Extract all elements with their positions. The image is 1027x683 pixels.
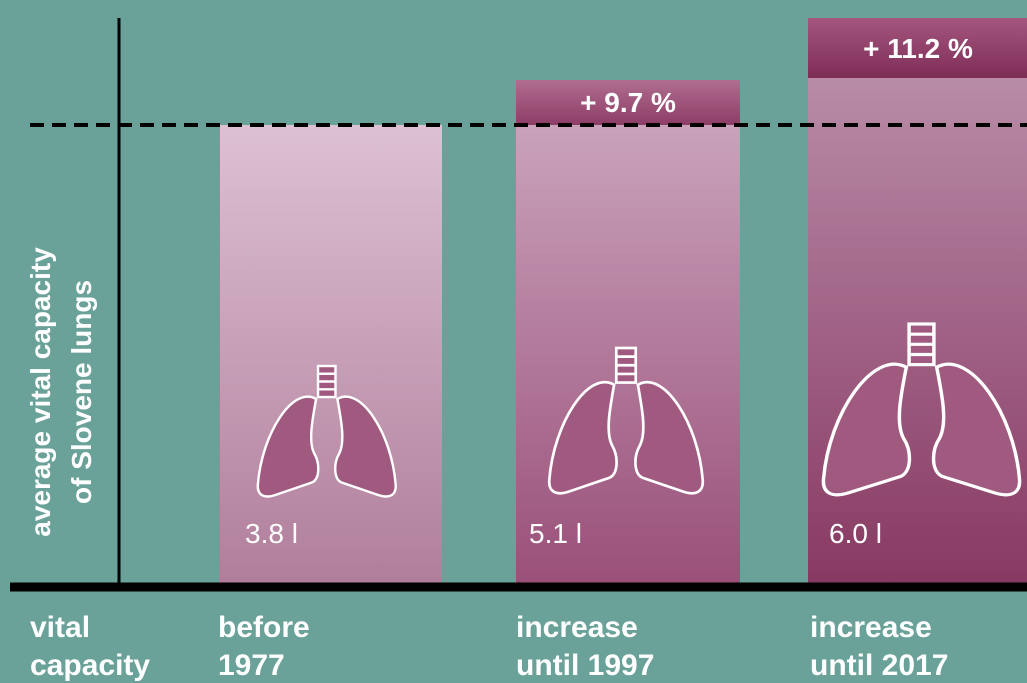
y-axis-label: of Slovene lungs [66, 280, 97, 504]
increase-label: + 9.7 % [580, 87, 676, 118]
column-label: increase [516, 611, 638, 644]
value-label: 5.1 l [529, 518, 582, 549]
column-label: 1977 [218, 649, 285, 682]
increase-label: + 11.2 % [863, 33, 973, 64]
column-label: until 2017 [810, 649, 948, 682]
x-axis-label: vital [30, 611, 90, 644]
value-label: 3.8 l [245, 518, 298, 549]
increase-segment [516, 80, 740, 125]
increase-segment [808, 18, 1027, 78]
x-axis-label: capacity [30, 649, 150, 682]
bar [220, 125, 442, 583]
column-label: before [218, 611, 310, 644]
value-label: 6.0 l [829, 518, 882, 549]
y-axis-label: average vital capacity [25, 247, 56, 537]
column-label: until 1997 [516, 649, 654, 682]
column-label: increase [810, 611, 932, 644]
